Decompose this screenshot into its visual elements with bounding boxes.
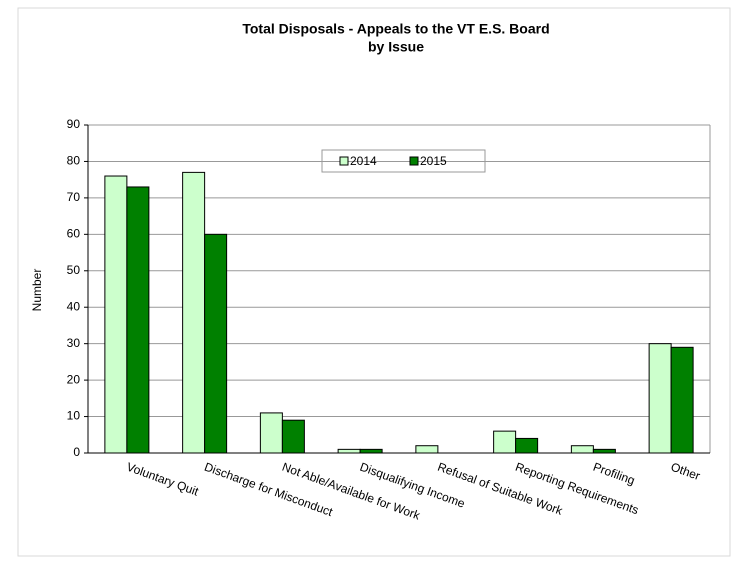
- legend-swatch: [409, 156, 419, 166]
- bar: [259, 412, 283, 454]
- x-tick-label: Other: [669, 460, 702, 483]
- bar: [648, 343, 672, 454]
- legend-label: 2015: [420, 154, 447, 168]
- bar: [337, 448, 361, 454]
- x-tick-label: Refusal of Suitable Work: [436, 460, 566, 519]
- y-tick-label: 20: [67, 372, 81, 386]
- bar: [515, 437, 539, 454]
- legend-label: 2014: [350, 154, 377, 168]
- bar: [359, 448, 383, 454]
- chart-frame: [17, 7, 731, 557]
- y-tick-label: 70: [67, 190, 81, 204]
- x-tick-label: Voluntary Quit: [125, 460, 201, 499]
- y-tick-label: 50: [67, 263, 81, 277]
- y-tick-label: 0: [73, 445, 80, 459]
- y-tick-label: 30: [67, 336, 81, 350]
- bar: [182, 171, 206, 454]
- chart-title: by Issue: [368, 39, 424, 55]
- y-tick-label: 60: [67, 227, 81, 241]
- bar: [570, 445, 594, 454]
- bar: [126, 186, 150, 454]
- y-tick-label: 90: [67, 117, 81, 131]
- y-axis-label: Number: [30, 269, 44, 312]
- chart-title: Total Disposals - Appeals to the VT E.S.…: [242, 21, 549, 37]
- x-tick-label: Not Able/Available for Work: [280, 460, 423, 523]
- bar: [104, 175, 128, 454]
- y-tick-label: 80: [67, 154, 81, 168]
- bar: [415, 445, 439, 454]
- bar: [493, 430, 517, 454]
- legend-swatch: [339, 156, 349, 166]
- bar: [592, 448, 616, 454]
- bar: [670, 346, 694, 454]
- bar: [281, 419, 305, 454]
- x-tick-label: Profiling: [591, 460, 637, 488]
- y-tick-label: 40: [67, 299, 81, 313]
- bar: [204, 233, 228, 454]
- y-tick-label: 10: [67, 409, 81, 423]
- x-tick-label: Discharge for Misconduct: [203, 460, 336, 520]
